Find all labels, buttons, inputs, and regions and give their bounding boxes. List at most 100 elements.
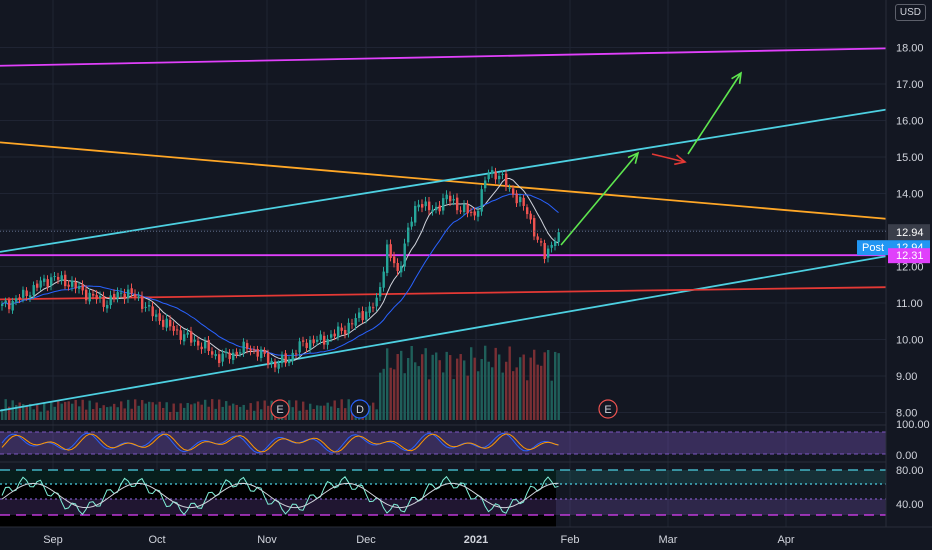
candle (113, 293, 116, 300)
candle (463, 204, 466, 213)
candle (333, 333, 336, 337)
candle (253, 349, 256, 351)
time-tick-label: Dec (356, 534, 376, 546)
volume-bar (316, 405, 319, 420)
candle (158, 313, 161, 321)
volume-bar (1, 409, 4, 420)
candle (36, 283, 39, 288)
volume-bar (60, 403, 63, 420)
candle (242, 341, 245, 353)
candle (456, 197, 459, 211)
volume-bar (22, 404, 25, 420)
volume-bar (389, 367, 392, 420)
candle (386, 244, 389, 273)
volume-bar (29, 403, 32, 420)
rsi-signal-line (1, 482, 559, 509)
volume-bar (533, 349, 536, 420)
candle (284, 353, 287, 364)
volume-bar (515, 367, 518, 420)
volume-bar (305, 409, 308, 420)
candle (473, 211, 476, 216)
candle (67, 284, 70, 287)
volume-bar (512, 371, 515, 420)
candle (92, 293, 95, 296)
projection-arrows[interactable] (560, 71, 743, 246)
time-tick-label: Oct (148, 534, 165, 546)
candle (494, 171, 497, 180)
volume-bar (32, 409, 35, 420)
price-tick-label: 10.00 (896, 335, 924, 347)
candle (169, 319, 172, 327)
volume-bar (494, 347, 497, 420)
candle (354, 318, 357, 326)
volume-bar (158, 401, 161, 420)
volume-bar (417, 366, 420, 420)
volume-bar (46, 410, 49, 420)
candle (340, 327, 343, 331)
volume-bar (214, 408, 217, 420)
candle (1, 304, 4, 306)
volume-bar (239, 406, 242, 420)
volume-bar (85, 409, 88, 420)
candle (99, 296, 102, 298)
volume-bar (438, 360, 441, 420)
volume-bar (137, 405, 140, 420)
volume-bar (134, 399, 137, 420)
price-tick-label: 14.00 (896, 189, 924, 201)
candle (130, 288, 133, 294)
volume-bar (522, 354, 525, 420)
candle (246, 343, 249, 349)
candle (232, 352, 235, 361)
volume-bar (508, 346, 511, 420)
volume-bar (466, 375, 469, 420)
candle (162, 319, 165, 327)
candle (256, 349, 259, 357)
volume-bar (200, 404, 203, 420)
candle (39, 280, 42, 288)
volume-bar (344, 408, 347, 420)
currency-button[interactable]: USD (894, 4, 926, 21)
candle (88, 292, 91, 302)
candle (225, 351, 228, 353)
candle (263, 350, 266, 354)
candle (270, 360, 273, 364)
volume-bar (333, 400, 336, 420)
candle (358, 312, 361, 319)
candle (368, 306, 371, 313)
price-tick-label: 9.00 (896, 371, 917, 383)
volume-bar (99, 408, 102, 420)
candle (186, 332, 189, 335)
candle (183, 334, 186, 342)
volume-bar (302, 401, 305, 420)
volume-bar (309, 403, 312, 420)
arrow-up-2 (687, 72, 742, 155)
candle (540, 241, 543, 243)
volume-bar (298, 410, 301, 420)
volume-bar (424, 348, 427, 420)
oscillator-tick-label: 80.00 (896, 465, 924, 477)
candle (57, 276, 60, 280)
volume-bar (554, 351, 557, 420)
candle (438, 205, 441, 212)
candle (330, 334, 333, 338)
candle (221, 353, 224, 362)
arrow-up-1 (560, 152, 639, 246)
candle (316, 339, 319, 342)
volume-bar (536, 364, 539, 420)
price-tick-label: 15.00 (896, 152, 924, 164)
candle (207, 340, 210, 351)
moving-averages (1, 177, 559, 362)
volume-bar (148, 401, 151, 420)
candle (148, 305, 151, 307)
candle (15, 298, 18, 302)
arrow-up-1-head (627, 151, 640, 164)
candle (491, 170, 494, 175)
trendlines[interactable] (0, 47, 887, 412)
candle (211, 351, 214, 355)
candle (452, 198, 455, 201)
arrow-up-2-head (731, 71, 743, 85)
volume-bar (452, 379, 455, 420)
candle (466, 204, 469, 214)
